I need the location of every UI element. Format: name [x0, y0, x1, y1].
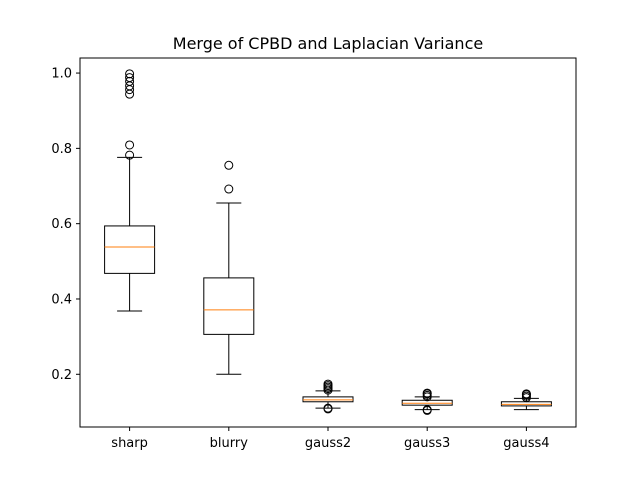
y-tick-label: 0.6: [51, 217, 72, 232]
x-tick-label: blurry: [210, 436, 249, 451]
outlier-point: [323, 379, 333, 389]
outlier-point: [224, 184, 234, 194]
x-tick-label: gauss4: [503, 436, 549, 451]
x-tick-label: gauss3: [404, 436, 450, 451]
outlier-point: [125, 150, 135, 160]
chart-title: Merge of CPBD and Laplacian Variance: [173, 34, 483, 53]
y-tick-label: 0.4: [51, 292, 72, 307]
box-gauss2: [302, 396, 354, 403]
y-tick-label: 0.2: [51, 368, 72, 383]
box-sharp: [104, 225, 156, 274]
outlier-point: [224, 160, 234, 170]
box-blurry: [203, 277, 255, 335]
plot-area: 0.2 0.4 0.6 0.8 1.0 sharp blurry gauss2 gauss3 ga…: [51, 67, 552, 451]
y-tick-label: 1.0: [51, 67, 72, 82]
outlier-point: [125, 140, 135, 150]
x-tick-label: sharp: [111, 436, 148, 451]
outlier-point: [125, 69, 135, 79]
y-tick-label: 0.8: [51, 142, 72, 157]
axes-frame: [79, 57, 577, 428]
outlier-point: [323, 403, 333, 413]
box-gauss3: [401, 399, 453, 406]
x-tick-label: gauss2: [305, 436, 351, 451]
outlier-point: [521, 389, 531, 399]
outlier-point: [125, 73, 135, 83]
outlier-point: [422, 405, 432, 415]
outlier-point: [422, 388, 432, 398]
